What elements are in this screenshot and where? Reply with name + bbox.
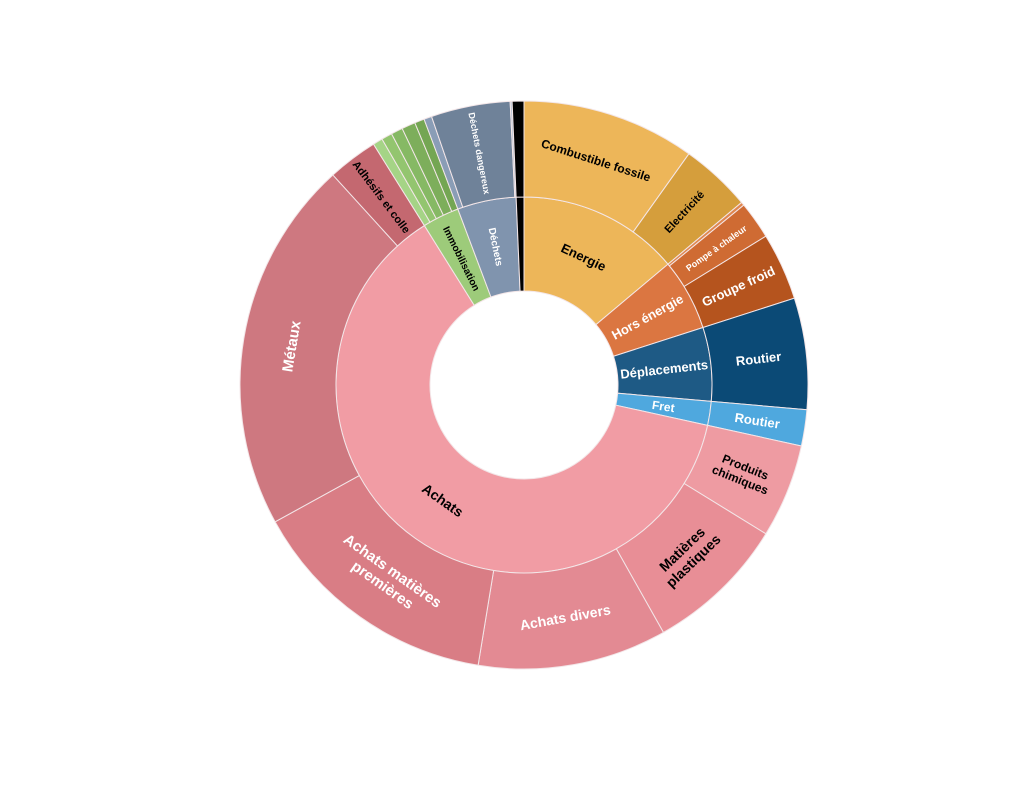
- inner-ring: [335, 196, 713, 574]
- segment-label-fret: Fret: [651, 398, 676, 415]
- label-line: Routier: [734, 410, 781, 432]
- outer-segment-unlabeled[interactable]: [511, 100, 525, 198]
- label-line: Fret: [651, 398, 676, 415]
- outer-ring: [239, 100, 809, 670]
- label-line: Routier: [735, 349, 782, 369]
- segment-label-routier: Routier: [735, 349, 782, 369]
- outer-segment-metaux[interactable]: [239, 174, 399, 523]
- segment-label-routier: Routier: [734, 410, 781, 432]
